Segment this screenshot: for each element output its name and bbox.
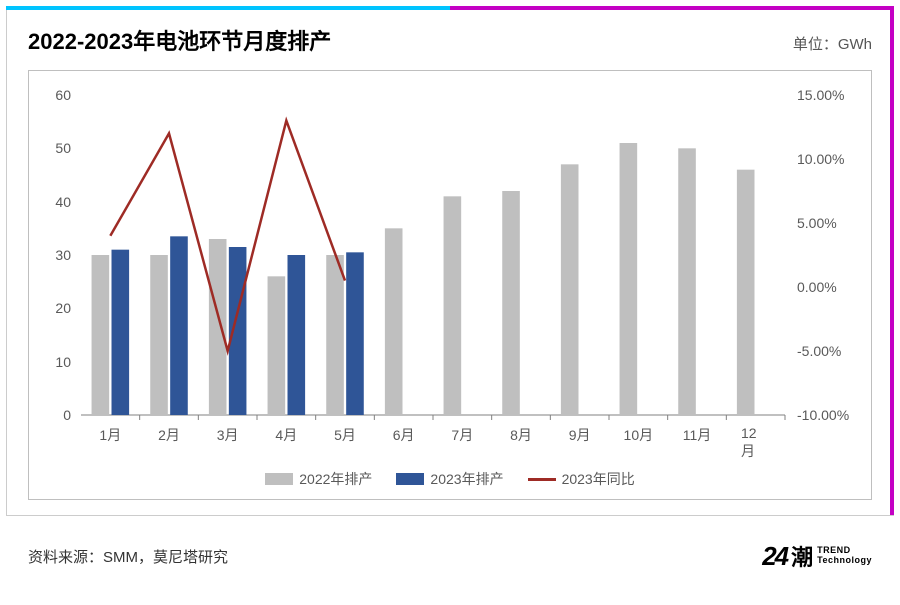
source-text: 资料来源：SMM，莫尼塔研究 (28, 546, 228, 567)
y-left-axis-labels: 0102030405060 (29, 95, 77, 415)
x-tick: 3月 (217, 425, 239, 445)
bar-2022 (737, 170, 755, 415)
bar-2022 (150, 255, 168, 415)
logo-chinese: 潮 (791, 540, 813, 572)
x-tick: 9月 (569, 425, 591, 445)
x-tick: 2月 (158, 425, 180, 445)
y-left-tick: 0 (63, 407, 71, 423)
legend-item-yoy: 2023年同比 (528, 469, 635, 489)
legend-item-2023: 2023年排产 (396, 469, 503, 489)
x-tick: 8月 (510, 425, 532, 445)
bar-2023 (346, 252, 364, 415)
y-right-axis-labels: -10.00%-5.00%0.00%5.00%10.00%15.00% (791, 95, 871, 415)
legend-item-2022: 2022年排产 (265, 469, 372, 489)
y-left-tick: 40 (55, 194, 71, 210)
x-tick: 4月 (275, 425, 297, 445)
plot-area (81, 95, 785, 415)
y-right-tick: 15.00% (797, 87, 844, 103)
y-left-tick: 60 (55, 87, 71, 103)
bar-2022 (678, 148, 696, 415)
logo-number: 24 (762, 541, 787, 572)
x-tick: 1月 (99, 425, 121, 445)
bar-2022 (561, 164, 579, 415)
x-tick: 5月 (334, 425, 356, 445)
chart-svg (81, 95, 785, 415)
bar-2022 (385, 228, 403, 415)
bar-2022 (326, 255, 344, 415)
bar-2022 (502, 191, 520, 415)
y-right-tick: 0.00% (797, 279, 837, 295)
frame-border-right (890, 10, 894, 515)
legend-swatch-yoy (528, 478, 556, 481)
logo-english: TREND Technology (817, 546, 872, 566)
frame-border-top-left (6, 6, 450, 10)
bar-2022 (620, 143, 638, 415)
frame-border-bottom (6, 515, 894, 516)
bar-2023 (288, 255, 306, 415)
bar-2022 (209, 239, 227, 415)
x-tick: 7月 (451, 425, 473, 445)
bar-2022 (268, 276, 286, 415)
y-right-tick: 10.00% (797, 151, 844, 167)
brand-logo: 24 潮 TREND Technology (762, 540, 872, 572)
legend-swatch-2023 (396, 473, 424, 485)
x-tick: 11月 (683, 425, 712, 445)
bar-2022 (92, 255, 110, 415)
y-left-tick: 30 (55, 247, 71, 263)
y-right-tick: 5.00% (797, 215, 837, 231)
logo-en-bot: Technology (817, 556, 872, 566)
legend-label-2022: 2022年排产 (299, 469, 372, 489)
x-tick: 6月 (393, 425, 415, 445)
y-left-tick: 20 (55, 300, 71, 316)
legend-swatch-2022 (265, 473, 293, 485)
x-axis-labels: 1月2月3月4月5月6月7月8月9月10月11月12月 (81, 421, 785, 445)
y-right-tick: -5.00% (797, 343, 841, 359)
chart-header: 2022-2023年电池环节月度排产 单位：GWh (28, 24, 872, 56)
x-tick: 12月 (741, 425, 770, 461)
bar-2022 (444, 196, 462, 415)
y-left-tick: 10 (55, 354, 71, 370)
bar-2023 (170, 236, 188, 415)
footer: 资料来源：SMM，莫尼塔研究 24 潮 TREND Technology (28, 540, 872, 572)
x-tick: 10月 (624, 425, 654, 445)
chart-container: 0 10 20 30 40 50 60 -10.00% -5.00% 0.00% 5.00% 10.… (28, 70, 872, 500)
frame-border-top-right (450, 6, 894, 10)
frame-border-left (6, 10, 7, 515)
unit-label: 单位：GWh (793, 33, 872, 54)
legend-label-2023: 2023年排产 (430, 469, 503, 489)
line-yoy (110, 121, 345, 351)
legend-label-yoy: 2023年同比 (562, 469, 635, 489)
bar-2023 (112, 250, 130, 415)
legend: 2022年排产 2023年排产 2023年同比 (29, 469, 871, 489)
chart-title: 2022-2023年电池环节月度排产 (28, 24, 331, 56)
y-right-tick: -10.00% (797, 407, 849, 423)
y-left-tick: 50 (55, 140, 71, 156)
